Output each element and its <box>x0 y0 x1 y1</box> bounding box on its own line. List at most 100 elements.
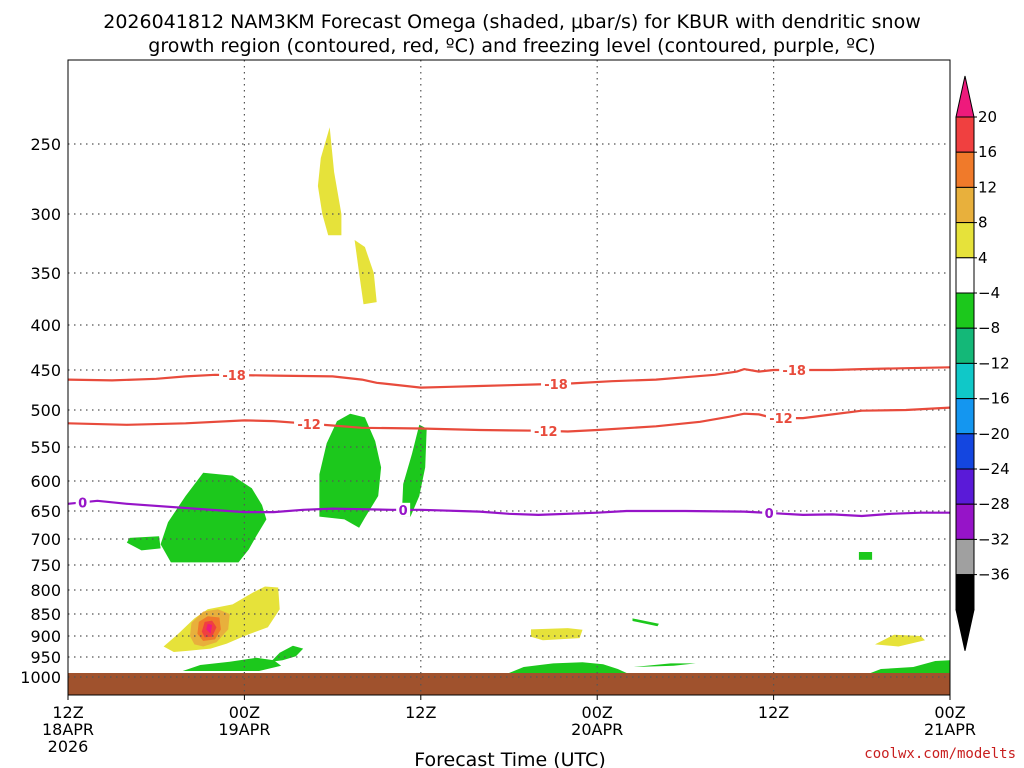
colorbar-swatch <box>955 574 975 611</box>
colorbar-swatch <box>955 503 975 540</box>
y-tick-label: 400 <box>30 316 61 335</box>
y-tick-label: 300 <box>30 205 61 224</box>
chart-title-line-1: 2026041812 NAM3KM Forecast Omega (shaded… <box>103 11 921 33</box>
contour-label-bg <box>530 423 561 438</box>
y-tick-label: 650 <box>30 502 61 521</box>
temperature-contours: -18 -18 -18 -12 -12 -12 0 0 0 <box>67 363 951 522</box>
y-tick-label: 550 <box>30 438 61 457</box>
colorbar-label: −24 <box>978 460 1010 478</box>
colorbar-swatch <box>955 398 975 435</box>
ground-layer <box>68 673 950 695</box>
contour-label: -18 <box>544 378 568 393</box>
omega-shaded-region <box>270 645 304 662</box>
colorbar-label: −20 <box>978 425 1010 443</box>
colorbar-label: 16 <box>978 143 997 161</box>
contour-label-bg <box>75 495 90 510</box>
y-tick-label: 900 <box>30 627 61 646</box>
colorbar-label: 20 <box>978 108 997 126</box>
x-tick-label: 18APR <box>42 720 94 739</box>
omega-shaded-region <box>319 413 382 528</box>
y-tick-label: 750 <box>30 556 61 575</box>
contour-line <box>67 499 950 518</box>
contour-label: -18 <box>222 369 246 384</box>
contour-label: -12 <box>769 412 793 427</box>
omega-shaded-region <box>531 628 583 641</box>
colorbar-swatch <box>955 327 975 364</box>
colorbar-label: 8 <box>978 214 988 232</box>
contour-label: -12 <box>297 418 321 433</box>
omega-shaded-region <box>875 634 925 647</box>
contour-label: 0 <box>765 507 774 522</box>
colorbar-label: −12 <box>978 354 1010 372</box>
colorbar-label: −32 <box>978 530 1010 548</box>
grid-lines <box>68 60 950 695</box>
x-tick-label: 2026 <box>48 737 89 756</box>
y-tick-label: 500 <box>30 401 61 420</box>
colorbar-legend: 20 16 12 8 4 −4 −8 −12 −16 −20 −24 −28 −32 −36 <box>955 75 1010 651</box>
x-tick-label: 12Z <box>758 703 789 722</box>
contour-label: -18 <box>782 364 806 379</box>
colorbar-label: −8 <box>978 319 1000 337</box>
colorbar-swatch <box>955 257 975 294</box>
x-tick-label: 12Z <box>52 703 83 722</box>
colorbar-swatch <box>955 362 975 400</box>
contour-label-bg <box>762 505 777 520</box>
x-tick-label: 20APR <box>571 720 623 739</box>
omega-shaded-region <box>206 623 213 634</box>
colorbar-swatch <box>955 151 975 188</box>
colorbar-bottom-triangle <box>955 609 975 651</box>
colorbar-label: −36 <box>978 566 1010 584</box>
y-axis-ticks: 250 300 350 400 450 500 550 600 650 700 750 800 850 9… <box>20 135 61 687</box>
contour-label-bg <box>396 502 411 517</box>
contour-label-bg <box>294 416 325 431</box>
y-tick-label: 350 <box>30 264 61 283</box>
x-tick-label: 21APR <box>924 720 976 739</box>
y-tick-label: 850 <box>30 605 61 624</box>
colorbar-label: −28 <box>978 495 1010 513</box>
contour-label: 0 <box>78 496 87 511</box>
plot-frame <box>67 59 951 696</box>
colorbar-label: −16 <box>978 390 1010 408</box>
plot-background <box>68 60 950 695</box>
contour-label-bg <box>541 376 572 391</box>
colorbar-top-triangle <box>955 75 975 118</box>
contour-label: -12 <box>534 425 558 440</box>
x-tick-label: 00Z <box>582 703 613 722</box>
x-tick-label: 00Z <box>934 703 965 722</box>
colorbar-swatch <box>955 538 975 576</box>
omega-shading <box>126 127 950 673</box>
contour-line <box>67 406 951 433</box>
colorbar-swatch <box>955 116 975 153</box>
omega-shaded-region <box>126 536 161 551</box>
y-tick-label: 950 <box>30 648 61 667</box>
omega-shaded-region <box>858 552 873 560</box>
plot-area: -18 -18 -18 -12 -12 -12 0 0 0 <box>67 59 951 696</box>
contour-label-bg <box>219 368 250 383</box>
omega-shaded-region <box>509 662 627 673</box>
y-tick-label: 800 <box>30 581 61 600</box>
colorbar-label: 12 <box>978 178 997 196</box>
omega-shaded-region <box>401 424 427 517</box>
y-tick-label: 450 <box>30 361 61 380</box>
omega-shaded-region <box>182 657 282 671</box>
contour-label-bg <box>765 411 796 426</box>
y-tick-label: 600 <box>30 472 61 491</box>
omega-shaded-region <box>160 472 267 563</box>
contour-label-bg <box>779 363 810 377</box>
omega-shaded-region <box>870 660 950 673</box>
colorbar-swatch <box>955 186 975 224</box>
colorbar-swatch <box>955 433 975 470</box>
x-axis-label: Forecast Time (UTC) <box>414 749 605 768</box>
y-tick-label: 700 <box>30 530 61 549</box>
colorbar-swatch <box>955 292 975 329</box>
credit-text: coolwx.com/modelts <box>864 746 1016 762</box>
colorbar-label: −4 <box>978 284 1000 302</box>
contour-label: 0 <box>399 504 408 519</box>
x-tick-label: 00Z <box>229 703 260 722</box>
colorbar-label: 4 <box>978 249 988 267</box>
x-tick-label: 19APR <box>218 720 270 739</box>
x-tick-label: 12Z <box>405 703 436 722</box>
y-tick-label: 250 <box>30 135 61 154</box>
